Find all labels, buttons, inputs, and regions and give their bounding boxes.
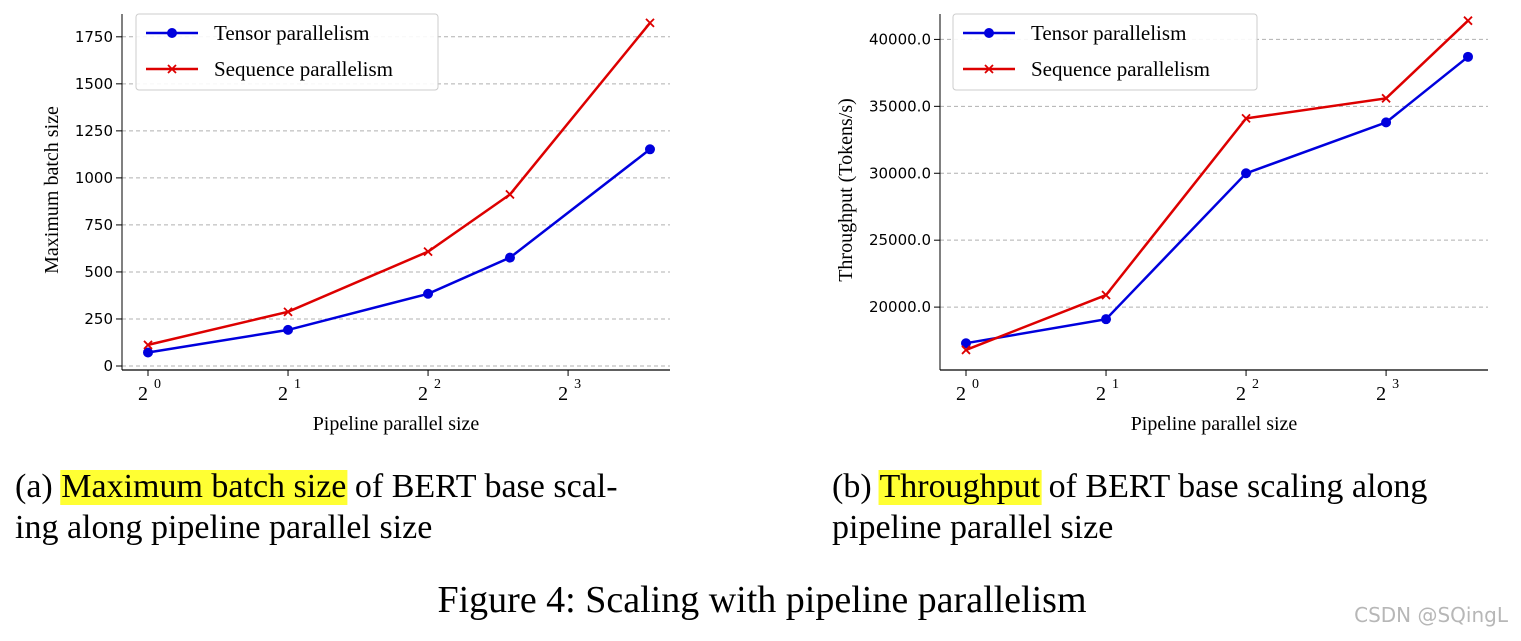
y-tick-label: 1000 — [75, 169, 113, 187]
caption-a-line2: ing along pipeline parallel size — [15, 509, 432, 546]
data-point-circle — [1241, 168, 1252, 179]
data-point-circle — [143, 347, 153, 358]
legend-label: Sequence parallelism — [1031, 57, 1210, 81]
data-point-x — [1241, 113, 1251, 124]
x-tick-exponent: 3 — [1392, 377, 1399, 392]
caption-a-line1: (a) Maximum batch size of BERT base scal… — [15, 468, 618, 505]
caption-a-rest: of BERT base scal- — [346, 468, 617, 505]
legend-label: Tensor parallelism — [214, 21, 369, 45]
legend-label: Sequence parallelism — [214, 57, 393, 81]
figure-caption: Figure 4: Scaling with pipeline parallel… — [437, 579, 1086, 621]
x-tick-exponent: 0 — [972, 377, 979, 392]
legend-box — [135, 13, 439, 91]
caption-a-highlight — [60, 470, 348, 505]
x-tick-label: 2 — [138, 383, 148, 405]
x-tick-exponent: 0 — [154, 377, 161, 392]
caption-b-highlight — [878, 470, 1042, 505]
data-point-circle — [1101, 314, 1112, 325]
x-tick-label: 2 — [956, 383, 966, 405]
caption-b-highlight-text: Throughput — [880, 468, 1041, 505]
watermark: CSDN @SQingL — [1354, 603, 1509, 627]
y-tick-label: 750 — [84, 216, 113, 234]
x-tick-exponent: 2 — [434, 377, 441, 392]
data-point-circle — [961, 338, 971, 349]
y-tick-label: 40000.0 — [869, 30, 931, 48]
caption-b-line2: pipeline parallel size — [832, 509, 1113, 546]
x-axis-label: Pipeline parallel size — [1131, 413, 1298, 435]
x-tick-exponent: 1 — [294, 377, 301, 392]
data-point-x — [961, 345, 971, 355]
y-axis-label: Throughput (Tokens/s) — [835, 98, 857, 282]
data-point-circle — [504, 252, 515, 263]
y-tick-label: 1500 — [75, 75, 113, 93]
x-tick-label: 2 — [1376, 383, 1386, 405]
data-point-circle — [1462, 51, 1473, 62]
data-point-circle — [423, 288, 434, 299]
data-point-circle — [283, 324, 294, 335]
x-tick-exponent: 3 — [574, 377, 581, 392]
y-tick-label: 1250 — [75, 122, 113, 140]
data-point-x — [1101, 290, 1111, 300]
caption-b-rest: of BERT base scaling along — [1040, 468, 1427, 505]
caption-a-highlight-text: Maximum batch size — [61, 468, 346, 505]
legend-marker-x — [984, 64, 994, 74]
caption-b-line1: (b) Throughput of BERT base scaling alon… — [832, 468, 1427, 505]
x-tick-label: 2 — [278, 383, 288, 405]
y-tick-label: 20000.0 — [869, 298, 931, 316]
x-tick-label: 2 — [558, 383, 568, 405]
data-point-circle — [1381, 117, 1392, 128]
legend-marker-circle — [167, 28, 177, 38]
data-point-x — [143, 340, 153, 350]
x-tick-label: 2 — [1236, 383, 1246, 405]
y-tick-label: 250 — [84, 310, 113, 328]
y-tick-label: 0 — [103, 357, 113, 375]
x-tick-label: 2 — [1096, 383, 1106, 405]
data-point-x — [423, 246, 433, 257]
data-point-x — [283, 307, 293, 317]
series-line-0 — [147, 148, 651, 354]
series-line-0 — [965, 55, 1469, 345]
x-tick-label: 2 — [418, 383, 428, 405]
x-tick-exponent: 1 — [1112, 377, 1119, 392]
y-tick-label: 500 — [84, 263, 113, 281]
data-point-x — [505, 189, 515, 200]
y-tick-label: 35000.0 — [869, 97, 931, 115]
legend-label: Tensor parallelism — [1031, 21, 1186, 45]
legend-marker-x — [167, 64, 177, 74]
caption-b-prefix: (b) — [832, 468, 880, 505]
caption-a-prefix: (a) — [15, 468, 61, 505]
x-axis-label: Pipeline parallel size — [313, 413, 480, 435]
y-tick-label: 1750 — [75, 28, 113, 46]
data-point-x — [1381, 93, 1391, 103]
data-point-x — [645, 18, 655, 28]
x-tick-exponent: 2 — [1252, 377, 1259, 392]
data-point-circle — [644, 144, 655, 155]
data-point-x — [1463, 16, 1473, 26]
y-tick-label: 30000.0 — [869, 164, 931, 182]
legend-box — [952, 13, 1258, 91]
y-tick-label: 25000.0 — [869, 231, 931, 249]
y-axis-label: Maximum batch size — [41, 106, 63, 274]
legend-marker-circle — [984, 28, 994, 38]
